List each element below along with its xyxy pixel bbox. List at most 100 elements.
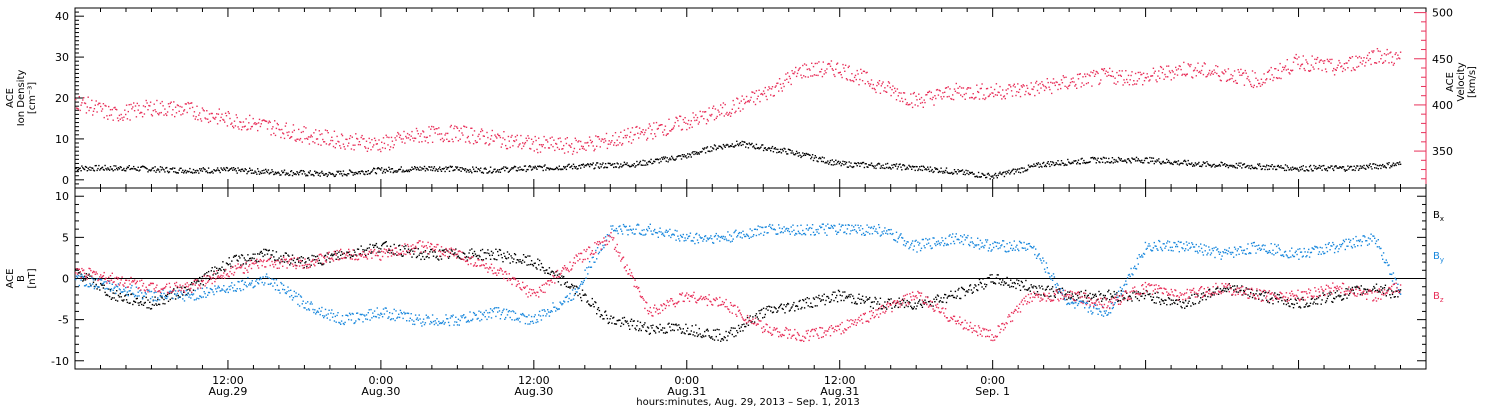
data-point — [563, 167, 566, 169]
data-point — [1205, 76, 1207, 78]
data-point — [98, 164, 100, 167]
data-point — [233, 284, 236, 286]
data-point — [456, 166, 459, 168]
data-point — [927, 168, 930, 170]
data-point — [242, 288, 245, 291]
data-point — [1117, 300, 1119, 303]
data-point — [317, 311, 320, 313]
data-point — [777, 148, 779, 151]
data-point — [572, 287, 575, 289]
data-point — [1329, 167, 1331, 169]
data-point — [181, 106, 183, 108]
data-point — [305, 175, 307, 177]
data-point — [846, 166, 849, 168]
data-point — [1330, 165, 1332, 167]
data-point — [1318, 61, 1321, 63]
data-point — [137, 302, 139, 304]
data-point — [329, 172, 331, 174]
data-point — [565, 168, 568, 171]
data-point — [1198, 302, 1200, 304]
data-point — [1357, 286, 1359, 288]
data-point — [894, 87, 896, 90]
data-point — [1169, 162, 1172, 165]
data-point — [512, 145, 514, 147]
data-point — [1162, 300, 1164, 302]
data-point — [653, 122, 655, 124]
data-point — [731, 108, 733, 110]
data-point — [329, 319, 331, 321]
data-point — [619, 142, 621, 144]
data-point — [153, 292, 155, 294]
data-point — [1302, 55, 1304, 57]
data-point — [340, 170, 342, 173]
data-point — [1126, 81, 1129, 84]
data-point — [969, 172, 972, 174]
data-point — [869, 83, 872, 85]
data-point — [1186, 305, 1188, 307]
data-point — [524, 141, 527, 144]
data-point — [1035, 285, 1037, 288]
data-point — [373, 315, 375, 318]
data-point — [301, 141, 303, 143]
data-point — [735, 110, 737, 112]
data-point — [375, 143, 378, 145]
data-point — [1070, 78, 1073, 80]
data-point — [268, 249, 270, 251]
data-point — [541, 145, 543, 148]
data-point — [1140, 161, 1142, 163]
data-point — [1225, 164, 1228, 166]
data-point — [318, 259, 320, 262]
data-point — [738, 327, 741, 330]
data-point — [387, 251, 389, 254]
data-point — [707, 330, 709, 332]
data-point — [254, 170, 256, 172]
data-point — [789, 149, 791, 151]
data-point — [1398, 163, 1400, 166]
data-point — [1065, 164, 1067, 166]
data-point — [505, 166, 507, 168]
data-point — [500, 253, 502, 256]
data-point — [1109, 67, 1111, 70]
data-point — [1322, 60, 1324, 62]
data-point — [858, 293, 860, 295]
data-point — [604, 163, 607, 165]
data-point — [550, 144, 552, 146]
data-point — [332, 174, 335, 176]
data-point — [230, 168, 232, 170]
data-point — [690, 330, 692, 332]
data-point — [443, 249, 445, 251]
data-point — [836, 161, 839, 163]
data-point — [227, 111, 229, 113]
data-point — [1018, 171, 1020, 173]
data-point — [668, 118, 670, 120]
data-point — [751, 91, 753, 93]
data-point — [458, 169, 460, 171]
data-point — [1297, 297, 1299, 299]
data-point — [1335, 165, 1337, 167]
data-point — [364, 146, 366, 148]
data-point — [1102, 156, 1105, 159]
data-point — [905, 103, 907, 106]
data-point — [475, 255, 477, 258]
data-point — [1186, 164, 1188, 166]
data-point — [955, 171, 957, 173]
data-point — [580, 296, 582, 299]
data-point — [1131, 157, 1133, 159]
data-point — [542, 169, 544, 172]
data-point — [130, 168, 132, 170]
data-point — [575, 285, 577, 287]
data-point — [1301, 296, 1304, 299]
data-point — [82, 280, 84, 282]
data-point — [610, 164, 612, 166]
data-point — [994, 172, 997, 175]
data-point — [994, 283, 997, 285]
data-point — [710, 146, 712, 148]
data-point — [686, 128, 688, 131]
data-point — [145, 99, 147, 102]
data-point — [826, 162, 828, 164]
data-point — [600, 140, 602, 142]
data-point — [1217, 65, 1219, 68]
data-point — [1220, 290, 1222, 293]
data-point — [1285, 169, 1288, 172]
data-point — [414, 167, 417, 169]
